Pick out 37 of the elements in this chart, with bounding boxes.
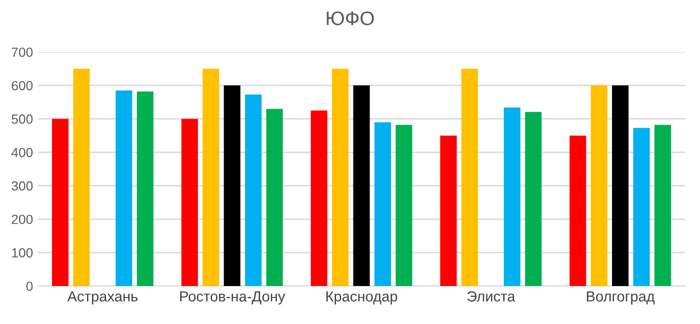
y-tick-label: 600: [12, 80, 33, 90]
bar: [245, 94, 262, 286]
x-tick-label: Астрахань: [67, 291, 138, 304]
bar: [440, 136, 457, 286]
bar: [116, 90, 132, 286]
bar: [224, 85, 240, 286]
bar: [525, 112, 542, 286]
bar: [396, 124, 412, 286]
y-tick-label: 200: [12, 214, 33, 224]
y-tick-label: 100: [12, 248, 33, 258]
y-tick-label: 500: [12, 114, 33, 124]
bar: [52, 118, 69, 286]
x-tick-label: Волгоград: [586, 291, 655, 304]
bar: [353, 85, 370, 286]
bar: [374, 122, 391, 286]
bar: [633, 128, 650, 286]
bar: [332, 68, 349, 286]
bar: [504, 107, 520, 286]
y-tick-label: 700: [12, 48, 33, 57]
y-tick-label: 300: [12, 181, 33, 191]
x-tick-label: Ростов-на-Дону: [180, 291, 286, 304]
bar: [654, 124, 672, 286]
bar: [570, 136, 586, 286]
bar: [266, 108, 283, 286]
chart-title: ЮФО: [326, 11, 374, 26]
bar: [202, 68, 220, 286]
bar: [181, 118, 198, 286]
bar: [612, 85, 629, 286]
y-tick-label: 0: [26, 282, 33, 291]
bar: [73, 68, 90, 286]
bar: [310, 110, 328, 286]
x-tick-label: Краснодар: [326, 291, 398, 304]
bar: [136, 91, 154, 286]
bar: [461, 68, 478, 286]
y-tick-label: 400: [11, 148, 33, 158]
bar: [590, 85, 608, 286]
x-tick-label: Элиста: [467, 291, 516, 302]
